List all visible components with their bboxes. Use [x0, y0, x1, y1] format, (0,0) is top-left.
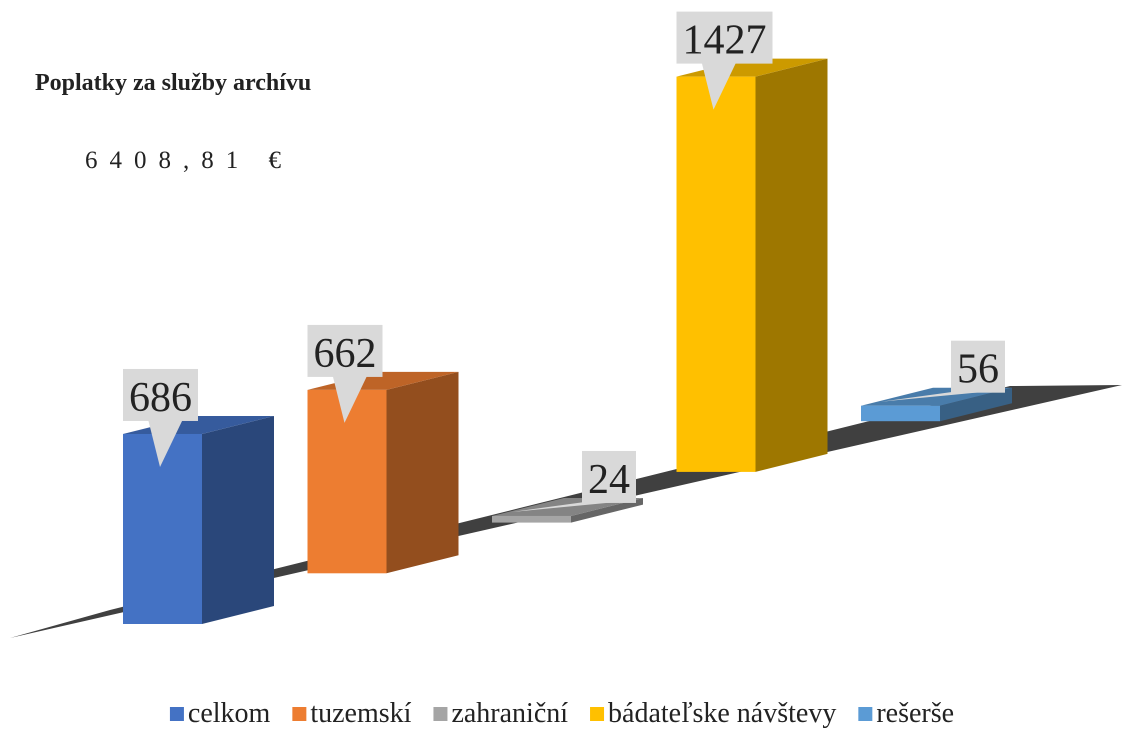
bar-side — [571, 497, 643, 523]
bar-side — [755, 58, 828, 472]
data-label: 1427 — [683, 18, 767, 64]
data-label-callout: 1427 — [676, 11, 773, 110]
data-label: 56 — [957, 347, 999, 393]
bar — [676, 58, 828, 472]
legend-swatch — [292, 707, 307, 721]
data-label-callout: 662 — [307, 324, 383, 423]
legend: celkom tuzemskí zahraniční bádateľske návšt… — [169, 698, 954, 729]
legend-label: bádateľske návštevy — [608, 698, 836, 729]
bar-front — [861, 405, 940, 422]
legend-label: tuzemskí — [310, 698, 411, 729]
callout-pointer — [332, 374, 368, 423]
bar-side — [386, 371, 459, 574]
callout-box — [307, 324, 383, 377]
bar — [861, 387, 1012, 422]
chart-subtitle: 6408,81 € — [85, 147, 293, 174]
callout-pointer — [148, 418, 183, 467]
data-label: 686 — [129, 375, 192, 421]
bar — [123, 415, 274, 624]
data-label: 24 — [588, 457, 630, 503]
legend-swatch — [590, 707, 605, 721]
data-label: 662 — [314, 331, 377, 377]
chart-title: Poplatky za služby archívu — [35, 70, 311, 96]
legend-swatch — [433, 707, 448, 721]
legend-label: celkom — [188, 698, 271, 729]
bar-front — [123, 433, 202, 624]
legend-label: zahraniční — [451, 698, 568, 729]
legend-swatch — [169, 707, 184, 721]
callout-pointer — [701, 61, 737, 110]
callout-pointer — [512, 500, 627, 512]
bar-front — [307, 389, 387, 574]
legend-swatch — [858, 707, 873, 721]
data-label-callout: 24 — [512, 450, 636, 512]
data-label-callout: 56 — [881, 340, 1005, 402]
bar-side — [202, 415, 274, 624]
bar-side — [940, 387, 1012, 422]
bar — [307, 371, 459, 574]
callout-pointer — [881, 390, 996, 402]
callout-box — [951, 340, 1005, 393]
data-label-callout: 686 — [123, 368, 198, 467]
callout-box — [676, 11, 773, 64]
callout-box — [123, 368, 198, 421]
legend-label: rešerše — [876, 698, 954, 729]
callout-box — [582, 450, 636, 503]
bar-front — [492, 515, 571, 523]
bar-front — [676, 76, 756, 472]
